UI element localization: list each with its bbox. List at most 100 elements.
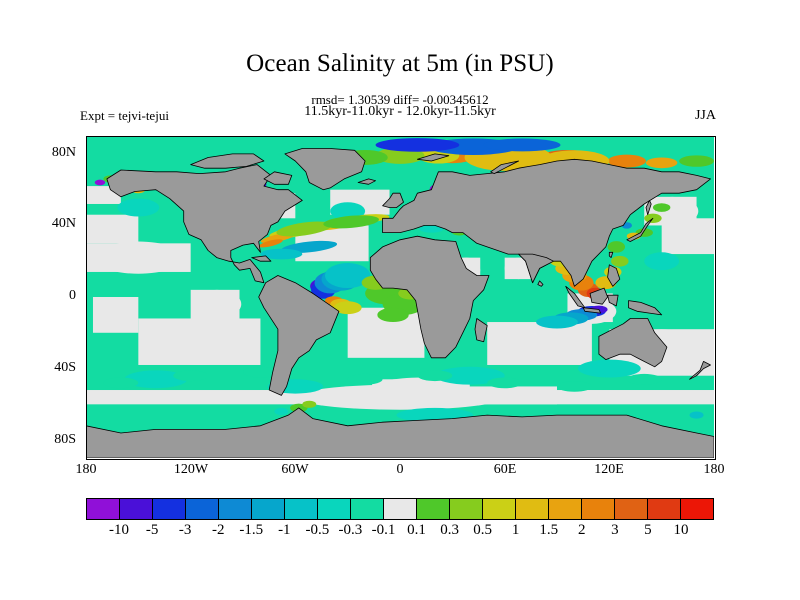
bering-violet xyxy=(94,179,106,186)
landmass-iceland xyxy=(357,178,377,185)
neutral-blob-3 xyxy=(351,311,421,355)
landmass-sulawesi xyxy=(607,294,619,307)
ross-cyan xyxy=(689,411,704,419)
landmass-madagascar xyxy=(474,318,488,343)
colorbar-tick-neg0p3: -0.3 xyxy=(338,522,363,538)
tropatl-cyan-halo xyxy=(324,263,371,289)
x-tick-label-60w: 60W xyxy=(281,462,309,477)
colorbar-cell-15 xyxy=(582,499,615,519)
colorbar-cell-16 xyxy=(615,499,648,519)
landmass-india-extra xyxy=(518,253,554,284)
sargasso-blue xyxy=(281,240,338,253)
x-tick-label-180w: 180 xyxy=(75,462,97,477)
colorbar-tick-neg0p1: -0.1 xyxy=(371,522,396,538)
landmass-sakhalin xyxy=(645,200,652,216)
y-tick-label-40n: 40N xyxy=(51,216,76,231)
colorbar-tick-10: 10 xyxy=(673,522,689,538)
x-tick-label-120w: 120W xyxy=(173,462,209,477)
neutral-blob-8 xyxy=(663,220,713,253)
colorbar-cell-3 xyxy=(186,499,219,519)
colorbar-cell-6 xyxy=(285,499,318,519)
gulfstream-green-halo xyxy=(276,221,332,237)
subtitle-statistics: rmsd= 1.30539 diff= -0.00345612 xyxy=(311,92,489,107)
echina-green xyxy=(607,241,626,253)
med-cyan xyxy=(419,225,444,233)
colorbar-tick-2: 2 xyxy=(578,522,586,538)
sou-teal-7 xyxy=(243,366,278,378)
colorbar-tick-1p5: 1.5 xyxy=(539,522,559,538)
brazil-yellowgreen xyxy=(333,301,362,315)
neutral-blob-14 xyxy=(372,377,470,399)
sou-teal-5 xyxy=(557,381,592,392)
colorbar-tick-neg10: -10 xyxy=(109,522,130,538)
y-tick-label-80s: 80S xyxy=(54,432,76,447)
landmass-sri-lanka xyxy=(537,280,544,287)
arctic-yellow-east xyxy=(645,157,678,169)
season-label: JJA xyxy=(694,108,716,123)
colorbar-tick-0p3: 0.3 xyxy=(440,522,459,538)
neutral-blob-1 xyxy=(140,322,259,365)
sou-teal-3 xyxy=(173,370,209,382)
sou-teal-0 xyxy=(347,373,383,385)
arctic-blue-north xyxy=(375,138,460,152)
natlantic-green-halo xyxy=(323,215,379,229)
neutral-blob-9 xyxy=(87,216,137,242)
angola-green xyxy=(377,307,409,323)
neutral-blob-0 xyxy=(92,241,184,274)
landmass-novaya-zemlya xyxy=(490,160,520,174)
arctic-blue-north-2 xyxy=(483,138,561,152)
y-tick-label-0: 0 xyxy=(69,288,76,303)
colorbar-cell-7 xyxy=(318,499,351,519)
colorbar-tick-5: 5 xyxy=(644,522,652,538)
colorbar-cell-9 xyxy=(384,499,417,519)
sou-teal-6 xyxy=(417,370,453,382)
colorbar-tick-3: 3 xyxy=(611,522,619,538)
landmass-java xyxy=(582,307,601,314)
colorbar-tick-neg5: -5 xyxy=(145,522,159,538)
taiwan-green xyxy=(611,255,629,267)
map-plot-area xyxy=(86,136,714,458)
x-tick-label-120e: 120E xyxy=(594,462,624,477)
colorbar-cell-4 xyxy=(219,499,252,519)
colorbar-cell-18 xyxy=(681,499,713,519)
landmass-antarctica xyxy=(86,407,714,458)
landmass-australia xyxy=(598,318,668,368)
landmass-africa xyxy=(369,235,490,359)
neutral-blob-4 xyxy=(490,323,589,364)
colorbar-cell-14 xyxy=(549,499,582,519)
arctic-orange-east xyxy=(607,154,646,168)
landmass-svalbard xyxy=(416,153,450,162)
colorbar-cell-13 xyxy=(516,499,549,519)
neutral-blob-11 xyxy=(192,289,242,319)
x-tick-label-180e: 180 xyxy=(703,462,725,477)
neutral-band-13 xyxy=(92,297,139,333)
neutral-blob-15 xyxy=(504,257,533,280)
sou-teal-4 xyxy=(103,377,139,389)
gulfstream-orange-core xyxy=(259,239,283,248)
landmass-new-guinea xyxy=(628,300,663,316)
cyan-patch-5 xyxy=(644,252,680,271)
colorbar-cell-0 xyxy=(87,499,120,519)
colorbar-tick-neg2: -2 xyxy=(211,522,225,538)
landmass-cuba xyxy=(251,255,272,262)
colorbar-cell-8 xyxy=(351,499,384,519)
colorbar-cell-11 xyxy=(450,499,483,519)
colorbar-cell-1 xyxy=(120,499,153,519)
y-tick-label-40s: 40S xyxy=(54,360,76,375)
y-tick-label-80n: 80N xyxy=(51,145,76,160)
sou-teal-1 xyxy=(487,377,523,389)
landmass-taiwan xyxy=(608,251,614,258)
subtitle-period: 11.5kyr-11.0kyr - 12.0kyr-11.5kyr xyxy=(304,104,496,119)
colorbar xyxy=(86,498,714,520)
landmass-borneo xyxy=(589,287,608,305)
landmass-eurasia xyxy=(382,158,711,287)
landmass-greenland xyxy=(284,148,366,191)
world-map-svg xyxy=(86,136,714,458)
colorbar-tick-neg1: -1 xyxy=(278,522,291,538)
landmass-baffin-island xyxy=(263,171,293,185)
landmass-new-zealand xyxy=(689,360,711,380)
peninsula-cyan xyxy=(274,407,289,416)
cyan-patch-0 xyxy=(124,370,188,389)
kamchatka-green xyxy=(652,203,671,212)
